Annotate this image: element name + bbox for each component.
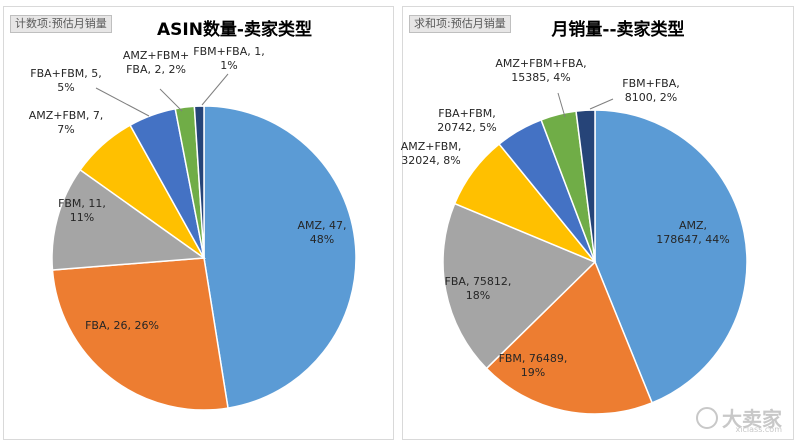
data-label-amz: AMZ, 47, 48%	[297, 219, 346, 246]
pie-chart-sales: AMZ, 178647, 44% FBM, 76489, 19% FBA, 75812,…	[401, 57, 748, 415]
leader-line	[557, 92, 566, 118]
leader-line	[159, 88, 183, 112]
chart-panel-monthly-sales: 求和项:预估月销量 月销量--卖家类型 AMZ, 178647, 44% FBM, …	[401, 6, 794, 440]
data-label-fba-fbm: FBA+FBM, 5, 5%	[30, 67, 101, 94]
data-label-amz-fbm-fba: AMZ+FBM+FBA, 15385, 4%	[495, 57, 586, 84]
leader-line	[589, 98, 614, 110]
pie-chart-asin: AMZ, 47, 48% FBA, 26, 26% FBM, 11, 11% AMZ+FB…	[29, 45, 357, 411]
field-tag-sum[interactable]: 求和项:预估月销量	[409, 15, 511, 33]
data-label-fbm: FBM, 11, 11%	[58, 197, 106, 224]
pie-slice-amz[interactable]	[203, 105, 357, 409]
watermark-domain: xiclass.com	[735, 425, 782, 434]
leader-line	[95, 87, 150, 117]
pie-slice-amz[interactable]	[594, 109, 748, 404]
pie-slice-fbm-fba[interactable]	[193, 105, 205, 259]
data-label-fba: FBA, 26, 26%	[85, 319, 159, 332]
pie-slice-fbm-fba[interactable]	[575, 109, 596, 263]
data-label-fbm-fba: FBM+FBA, 8100, 2%	[622, 77, 679, 104]
data-label-amz: AMZ, 178647, 44%	[656, 219, 729, 246]
data-label-amz-fbm: AMZ+FBM, 32024, 8%	[401, 140, 462, 167]
data-label-amz-fbm: AMZ+FBM, 7, 7%	[29, 109, 104, 136]
data-label-fbm: FBM, 76489, 19%	[499, 352, 568, 379]
chart-panel-asin-count: 计数项:预估月销量 ASIN数量-卖家类型 AMZ, 47, 48% FBA, 26…	[3, 6, 394, 440]
pie-slice-fba[interactable]	[442, 202, 597, 370]
watermark-logo-icon	[696, 406, 718, 429]
pie-slice-fba[interactable]	[51, 257, 229, 411]
chart-title-sales: 月销量--卖家类型	[551, 20, 685, 40]
chart-title-asin: ASIN数量-卖家类型	[156, 20, 312, 40]
data-label-fbm-fba: FBM+FBA, 1, 1%	[193, 45, 264, 72]
watermark: 大卖家 xiclass.com	[696, 403, 782, 434]
watermark-brand: 大卖家	[722, 407, 782, 431]
data-label-amz-fbm-fba: AMZ+FBM+ FBA, 2, 2%	[123, 49, 189, 76]
field-tag-count[interactable]: 计数项:预估月销量	[10, 15, 112, 33]
data-label-fba: FBA, 75812, 18%	[445, 275, 512, 302]
pie-slice-fbm[interactable]	[51, 168, 207, 271]
pie-slice-fbm[interactable]	[485, 260, 654, 415]
data-label-fba-fbm: FBA+FBM, 20742, 5%	[437, 107, 496, 134]
leader-line	[201, 73, 229, 106]
